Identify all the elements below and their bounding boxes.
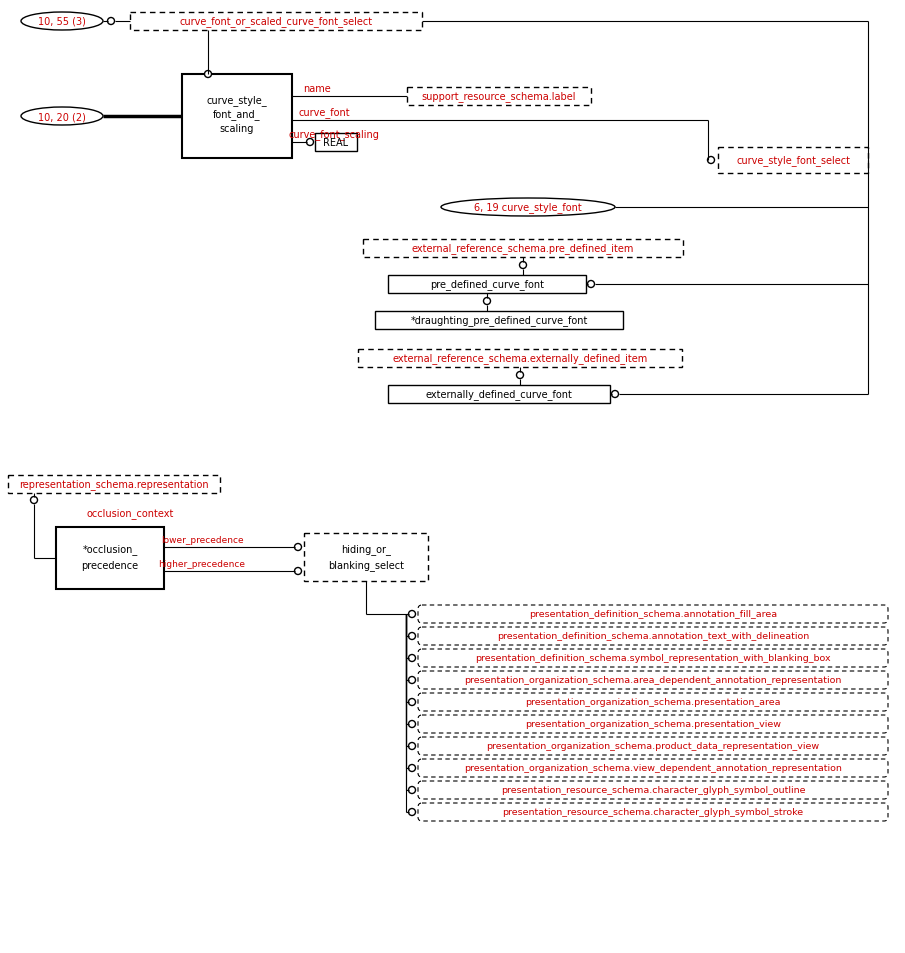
Text: presentation_organization_schema.view_dependent_annotation_representation: presentation_organization_schema.view_de…: [464, 763, 842, 773]
Text: externally_defined_curve_font: externally_defined_curve_font: [425, 389, 573, 400]
Text: presentation_resource_schema.character_glyph_symbol_stroke: presentation_resource_schema.character_g…: [502, 807, 804, 817]
Bar: [315, 133, 357, 152]
Text: occlusion_context: occlusion_context: [86, 508, 174, 519]
Text: curve_font: curve_font: [298, 108, 350, 118]
Text: name: name: [303, 84, 331, 94]
Text: curve_font_scaling: curve_font_scaling: [289, 130, 379, 140]
FancyBboxPatch shape: [418, 781, 888, 800]
Circle shape: [519, 262, 527, 269]
Text: presentation_organization_schema.presentation_view: presentation_organization_schema.present…: [525, 720, 781, 729]
Circle shape: [483, 298, 491, 305]
Bar: [182, 75, 292, 159]
Circle shape: [612, 391, 618, 398]
FancyBboxPatch shape: [418, 605, 888, 623]
Text: presentation_definition_schema.annotation_text_with_delineation: presentation_definition_schema.annotatio…: [497, 632, 809, 640]
Text: scaling: scaling: [220, 124, 254, 133]
Text: *occlusion_: *occlusion_: [82, 544, 138, 555]
Text: presentation_definition_schema.annotation_fill_area: presentation_definition_schema.annotatio…: [529, 610, 777, 618]
Text: lower_precedence: lower_precedence: [161, 536, 243, 545]
FancyBboxPatch shape: [418, 671, 888, 689]
Text: curve_style_font_select: curve_style_font_select: [736, 155, 850, 166]
Circle shape: [517, 372, 523, 379]
Bar: [8, 476, 220, 494]
Circle shape: [408, 742, 415, 750]
Circle shape: [587, 281, 595, 288]
Ellipse shape: [441, 199, 615, 216]
Text: representation_schema.representation: representation_schema.representation: [19, 479, 209, 490]
Text: pre_defined_curve_font: pre_defined_curve_font: [430, 279, 544, 290]
FancyBboxPatch shape: [418, 649, 888, 667]
Text: font_and_: font_and_: [214, 110, 261, 120]
FancyBboxPatch shape: [418, 803, 888, 821]
Bar: [363, 240, 683, 257]
Text: precedence: precedence: [81, 560, 138, 571]
Ellipse shape: [21, 13, 103, 30]
Circle shape: [31, 497, 37, 504]
Text: curve_font_or_scaled_curve_font_select: curve_font_or_scaled_curve_font_select: [179, 16, 373, 28]
Circle shape: [408, 786, 415, 794]
Text: external_reference_schema.pre_defined_item: external_reference_schema.pre_defined_it…: [412, 243, 634, 254]
Bar: [375, 312, 623, 330]
Bar: [304, 534, 428, 581]
Bar: [56, 527, 164, 589]
Circle shape: [108, 18, 115, 26]
Text: presentation_definition_schema.symbol_representation_with_blanking_box: presentation_definition_schema.symbol_re…: [475, 654, 831, 662]
Bar: [718, 148, 868, 173]
Circle shape: [408, 655, 415, 661]
FancyBboxPatch shape: [418, 760, 888, 778]
Text: hiding_or_: hiding_or_: [341, 544, 391, 555]
Text: presentation_organization_schema.area_dependent_annotation_representation: presentation_organization_schema.area_de…: [464, 676, 842, 685]
Text: presentation_organization_schema.presentation_area: presentation_organization_schema.present…: [525, 698, 781, 707]
Circle shape: [294, 544, 301, 551]
Text: REAL: REAL: [323, 138, 348, 148]
Ellipse shape: [21, 108, 103, 126]
Bar: [388, 275, 586, 294]
Circle shape: [408, 611, 415, 618]
Bar: [388, 386, 610, 403]
Text: curve_style_: curve_style_: [206, 95, 267, 107]
FancyBboxPatch shape: [418, 738, 888, 755]
Circle shape: [408, 633, 415, 639]
Text: 6, 19 curve_style_font: 6, 19 curve_style_font: [474, 202, 582, 213]
Text: external_reference_schema.externally_defined_item: external_reference_schema.externally_def…: [393, 354, 648, 364]
Circle shape: [408, 699, 415, 706]
Circle shape: [294, 568, 301, 575]
Text: support_resource_schema.label: support_resource_schema.label: [422, 91, 576, 102]
Circle shape: [408, 677, 415, 684]
Circle shape: [205, 71, 212, 78]
Circle shape: [708, 157, 715, 164]
FancyBboxPatch shape: [418, 716, 888, 733]
Text: *draughting_pre_defined_curve_font: *draughting_pre_defined_curve_font: [410, 315, 587, 326]
FancyBboxPatch shape: [418, 627, 888, 645]
Circle shape: [408, 764, 415, 772]
Bar: [358, 350, 682, 368]
Text: higher_precedence: higher_precedence: [158, 560, 245, 569]
Text: blanking_select: blanking_select: [328, 560, 404, 571]
Circle shape: [307, 139, 313, 147]
FancyBboxPatch shape: [418, 693, 888, 711]
Text: presentation_resource_schema.character_glyph_symbol_outline: presentation_resource_schema.character_g…: [500, 785, 805, 795]
Text: 10, 20 (2): 10, 20 (2): [38, 112, 86, 122]
Text: 10, 55 (3): 10, 55 (3): [38, 17, 86, 27]
Bar: [407, 88, 591, 106]
Circle shape: [408, 720, 415, 728]
Bar: [130, 13, 422, 30]
Text: presentation_organization_schema.product_data_representation_view: presentation_organization_schema.product…: [487, 741, 820, 751]
Circle shape: [408, 809, 415, 816]
